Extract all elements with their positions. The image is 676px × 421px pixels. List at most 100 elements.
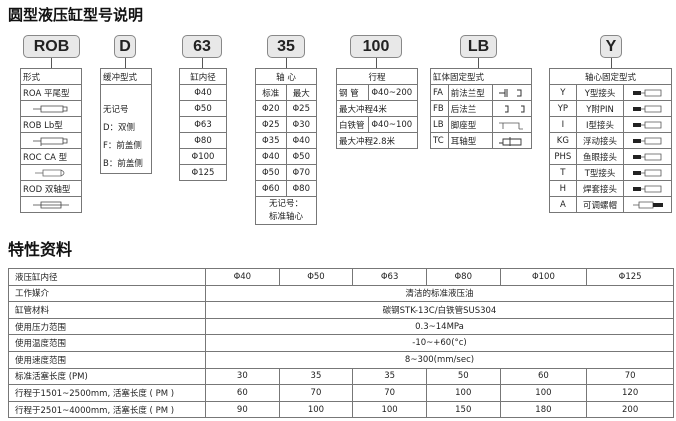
rod-end-icon	[632, 153, 662, 160]
table-cell: 60	[499, 367, 588, 386]
spec-cell: Φ125	[586, 268, 674, 286]
code-rod: 35	[267, 35, 305, 58]
cushion-header: 缓冲型式	[100, 68, 152, 85]
bore-table: 缸内径 Φ40 Φ50 Φ63 Φ80 Φ100 Φ125	[179, 68, 227, 181]
table-cell: Φ40	[255, 148, 287, 165]
stroke-header: 行程	[336, 68, 418, 85]
table-row: YP Y附PIN	[549, 100, 672, 117]
rod-end-header: 轴心固定型式	[549, 68, 672, 85]
mount-icon	[498, 88, 522, 97]
table-cell: 100	[499, 384, 588, 402]
type-item: ROD 双轴型	[20, 180, 82, 197]
spec-cell: 0.3~14MPa	[205, 317, 674, 336]
table-cell: I型接头	[575, 116, 625, 133]
rod-note: 标准轴心	[268, 211, 303, 222]
table-cell: H	[549, 180, 577, 197]
table-cell: 60	[205, 384, 280, 402]
stroke-cell: 白铁管	[335, 116, 370, 133]
table-cell: 标准活塞长度 (PM)	[8, 367, 206, 386]
stroke-cell: Φ40~100	[368, 116, 418, 133]
table-row: TC 耳轴型	[430, 132, 533, 149]
bore-item: Φ40	[179, 84, 227, 101]
rod-end-icon	[632, 201, 663, 208]
rod-table: 轴 心 标准 最大 Φ20 Φ25 Φ25 Φ30 Φ35 Φ40 Φ40 Φ50 Φ50 Φ70 Φ…	[255, 68, 317, 225]
table-row: FA 前法兰型	[430, 84, 533, 101]
cylinder-icon	[33, 201, 69, 208]
spec-cell: Φ50	[278, 268, 354, 286]
table-row: FB 后法兰	[430, 100, 533, 117]
rod-end-icon	[632, 89, 662, 96]
table-cell: Φ35	[255, 132, 287, 149]
table-cell: PHS	[549, 148, 577, 165]
table-cell: 行程于2501~4000mm, 活塞长度 ( PM )	[8, 400, 206, 419]
table-cell: YP	[549, 100, 577, 117]
table-row: 行程于1501~2500mm, 活塞长度 ( PM ) 60 70 70 100 100 1…	[8, 384, 674, 402]
table-cell: Y附PIN	[575, 100, 625, 117]
table-cell: 100	[425, 384, 501, 402]
table-row: I I型接头	[549, 116, 672, 133]
rod-end-icon	[632, 137, 662, 144]
table-row: Φ25 Φ30	[255, 116, 317, 133]
table-cell: 120	[586, 384, 674, 402]
cushion-item: D：双侧	[103, 123, 136, 133]
table-row: H 焊套接头	[549, 180, 672, 197]
table-cell: 行程于1501~2500mm, 活塞长度 ( PM )	[8, 384, 206, 402]
table-cell: 35	[278, 367, 354, 386]
table-cell: 前法兰型	[447, 84, 493, 101]
cylinder-icon	[33, 105, 68, 112]
code-rod-end: Y	[600, 35, 622, 58]
table-cell: 50	[425, 367, 501, 386]
spec-cell: 液压缸内径	[8, 268, 206, 286]
table-cell: Φ20	[255, 100, 287, 117]
table-row: Φ40 Φ50	[255, 148, 317, 165]
spec-cell: 8~300(mm/sec)	[205, 350, 674, 369]
code-bore: 63	[182, 35, 222, 58]
cylinder-icon	[35, 169, 65, 176]
bore-header: 缸内径	[179, 68, 227, 85]
spec-cell: 缸管材料	[8, 301, 206, 319]
table-cell: KG	[549, 132, 577, 149]
table-cell: Φ25	[285, 100, 317, 117]
table-cell: 70	[586, 367, 674, 386]
table-cell: Φ80	[285, 180, 317, 197]
rod-col: 标准	[255, 84, 287, 101]
mount-header: 缸体固定型式	[430, 68, 532, 85]
spec-cell: 碳钢STK-13C/白铁管SUS304	[205, 301, 674, 319]
table-cell: 150	[425, 400, 501, 419]
stroke-cell: 钢 管	[335, 84, 370, 101]
rod-col: 最大	[285, 84, 317, 101]
cushion-item: B：前盖侧	[103, 159, 143, 169]
table-row: Φ60 Φ80	[255, 180, 317, 197]
table-cell: FB	[430, 100, 449, 117]
cylinder-icon	[33, 137, 68, 146]
stroke-table: 行程 钢 管 Φ40~200 最大冲程4米 白铁管 Φ40~100 最大冲程2.8米	[335, 68, 418, 149]
table-cell: Y	[549, 84, 577, 101]
spec-cell: 清洁的标准液压油	[205, 284, 674, 303]
table-cell: 耳轴型	[447, 132, 493, 149]
table-cell: Φ30	[285, 116, 317, 133]
spec-cell: -10~+60(°c)	[205, 334, 674, 352]
mount-icon	[504, 105, 525, 112]
table-cell: 100	[278, 400, 354, 419]
rod-end-icon	[632, 185, 662, 192]
table-cell: FA	[430, 84, 449, 101]
spec-cell: Φ40	[205, 268, 280, 286]
table-row: 行程于2501~4000mm, 活塞长度 ( PM ) 90 100 100 150 18…	[8, 400, 674, 419]
rod-header: 轴 心	[255, 68, 317, 85]
table-row: 标准活塞长度 (PM) 30 35 35 50 60 70	[8, 367, 674, 386]
table-row: Φ20 Φ25	[255, 100, 317, 117]
stroke-cell: 最大冲程2.8米	[336, 132, 418, 149]
table-cell: 35	[352, 367, 427, 386]
bore-item: Φ63	[179, 116, 227, 133]
table-cell: 100	[352, 400, 427, 419]
table-cell: 180	[499, 400, 588, 419]
table-row: LB 脚座型	[430, 116, 533, 133]
table-cell: 脚座型	[447, 116, 493, 133]
mount-icon	[498, 122, 523, 129]
spec-cell: 使用速度范围	[8, 350, 206, 369]
table-cell: 浮动接头	[575, 132, 625, 149]
bore-item: Φ50	[179, 100, 227, 117]
rod-note: 无记号：	[268, 198, 303, 209]
table-cell: 焊套接头	[575, 180, 625, 197]
table-cell: 鱼眼接头	[575, 148, 625, 165]
